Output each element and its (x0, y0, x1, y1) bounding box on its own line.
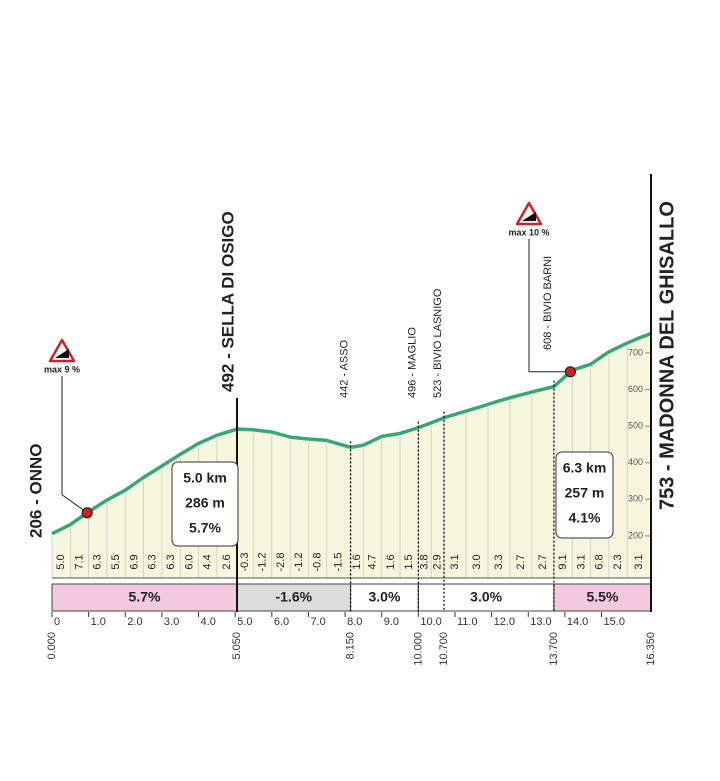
gradient-label: 3.1 (633, 554, 645, 569)
section-label: 5.5% (586, 589, 618, 605)
gradient-label: 5.5 (110, 554, 122, 569)
warning-hill (55, 349, 69, 358)
x-tick-label: 13.0 (530, 616, 551, 628)
max-label: max 10 % (508, 227, 549, 237)
info-line: 5.0 km (183, 470, 227, 486)
gradient-label: 2.7 (515, 554, 527, 569)
gradient-label: 6.8 (594, 554, 606, 569)
max-label: max 9 % (44, 364, 80, 374)
x-tick-label: 7.0 (310, 616, 325, 628)
marker-leader (528, 239, 571, 373)
waypoint-label: 608 - BIVIO BARNI (542, 256, 554, 350)
x-tick-label: 5.0 (237, 616, 252, 628)
gradient-label: -0.3 (239, 553, 251, 572)
gradient-label: 3.8 (419, 554, 431, 569)
section-label: 3.0% (369, 589, 401, 605)
info-line: 286 m (185, 495, 225, 511)
gradient-label: 2.6 (221, 554, 233, 569)
info-line: 6.3 km (563, 460, 607, 476)
warning-hill (522, 212, 536, 221)
y-tick-label: 300 (628, 494, 643, 504)
section (553, 583, 652, 612)
max-point (564, 366, 577, 378)
x-tick-label: 4.0 (201, 616, 216, 628)
x-tick-label: 3.0 (164, 616, 179, 628)
section (350, 583, 419, 612)
info-box (171, 461, 239, 547)
y-tick-label: 400 (628, 457, 643, 467)
waypoint-km: 5.050 (231, 632, 243, 660)
gradient-label: 7.1 (73, 554, 85, 569)
info-line: 257 m (565, 485, 605, 501)
gradient-label: 6.3 (147, 554, 159, 569)
section-label: 5.7% (129, 589, 161, 605)
y-tick-label: 600 (628, 384, 643, 394)
gradient-label: 4.4 (202, 554, 214, 569)
waypoint-km: 0.000 (46, 632, 58, 660)
gradient-label: 1.6 (385, 554, 397, 569)
max-point (81, 507, 93, 519)
x-tick-label: 9.0 (384, 616, 399, 628)
gradient-label: 3.1 (575, 554, 587, 569)
info-line: 4.1% (569, 510, 601, 526)
waypoint-label: 496 - MAGLIO (406, 327, 418, 398)
gradient-label: 4.7 (366, 554, 378, 569)
gradient-label: -1.2 (293, 553, 305, 572)
x-tick-label: 15.0 (604, 616, 625, 628)
x-tick-label: 10.0 (420, 616, 441, 628)
section-label: 3.0% (470, 589, 502, 605)
waypoint-label: 492 - SELLA DI OSIGO (218, 211, 237, 392)
gradient-label: -1.5 (333, 553, 345, 572)
gradient-label: -1.2 (257, 553, 269, 572)
x-tick-label: 1.0 (91, 616, 106, 628)
waypoint-km: 16.350 (645, 632, 657, 666)
x-tick-label: 0 (54, 616, 60, 628)
x-tick-label: 2.0 (127, 616, 142, 628)
info-box (555, 451, 614, 539)
x-tick-label: 6.0 (274, 616, 289, 628)
x-tick-label: 11.0 (457, 616, 478, 628)
x-tick-label: 8.0 (347, 616, 362, 628)
gradient-label: 3.1 (449, 554, 461, 569)
y-tick-label: 500 (628, 421, 643, 431)
waypoint-label: 523 - BIVIO LASNIGO (432, 288, 444, 398)
x-tick-label: 14.0 (567, 616, 588, 628)
y-tick-label: 700 (628, 347, 643, 357)
gradient-label: 6.3 (92, 554, 104, 569)
waypoint-km: 10.000 (412, 632, 424, 666)
waypoint-label: 206 - ONNO (26, 444, 45, 538)
info-line: 5.7% (189, 520, 221, 536)
waypoint-km: 13.700 (548, 632, 560, 666)
y-tick-label: 200 (628, 530, 643, 540)
gradient-label: 1.6 (351, 554, 363, 569)
waypoint-km: 8.150 (344, 632, 356, 660)
gradient-label: 6.0 (183, 554, 195, 569)
profile-line (51, 331, 652, 536)
gradient-label: 3.0 (471, 554, 483, 569)
waypoint-km: 10.700 (438, 632, 450, 666)
gradient-label: 3.3 (493, 554, 505, 569)
gradient-label: -2.8 (275, 553, 287, 572)
gradient-label: 5.0 (55, 554, 67, 569)
x-tick-label: 12.0 (494, 616, 515, 628)
waypoint-label: 753 - MADONNA DEL GHISALLO (656, 201, 678, 510)
gradient-label: 9.1 (557, 554, 569, 569)
section-label: -1.6% (276, 589, 313, 605)
section (51, 583, 238, 612)
gradient-label: 2.3 (612, 554, 624, 569)
gradient-label: 2.7 (537, 554, 549, 569)
section (236, 583, 352, 612)
marker-leader (61, 376, 88, 514)
gradient-label: 6.3 (165, 554, 177, 569)
gradient-label: 6.9 (128, 554, 140, 569)
gradient-label: -0.8 (312, 553, 324, 572)
waypoint-label: 442 - ASSO (338, 339, 350, 398)
gradient-label: 2.9 (432, 554, 444, 569)
gradient-label: 1.5 (403, 554, 415, 569)
